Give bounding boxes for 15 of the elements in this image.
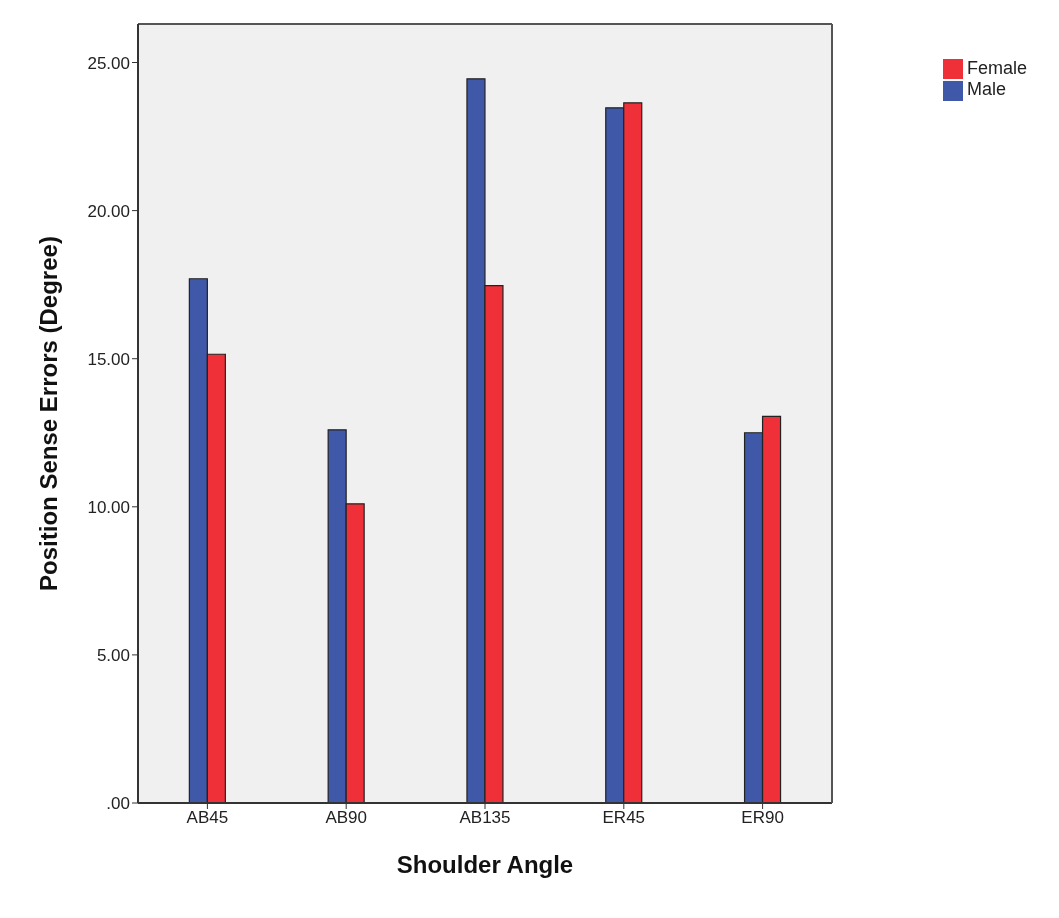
y-tick-label: 20.00 [87,201,130,221]
x-tick-label: AB45 [186,808,229,828]
y-tick-label: 10.00 [87,497,130,517]
x-tick-label: ER90 [741,808,784,828]
y-tick-label: 15.00 [87,349,130,369]
y-tick-label: 5.00 [96,645,130,665]
y-tick-label: 25.00 [87,53,130,73]
legend-label: Female [967,58,1028,78]
legend-label: Male [967,79,1007,100]
x-axis-title: Shoulder Angle [396,851,574,878]
y-tick-label: .00 [106,794,130,814]
x-tick-label: ER45 [602,808,646,828]
x-tick-label: AB135 [459,808,511,828]
y-axis-title: Position Sense Errors (Degree) [34,236,62,591]
x-tick-label: AB90 [325,808,367,828]
